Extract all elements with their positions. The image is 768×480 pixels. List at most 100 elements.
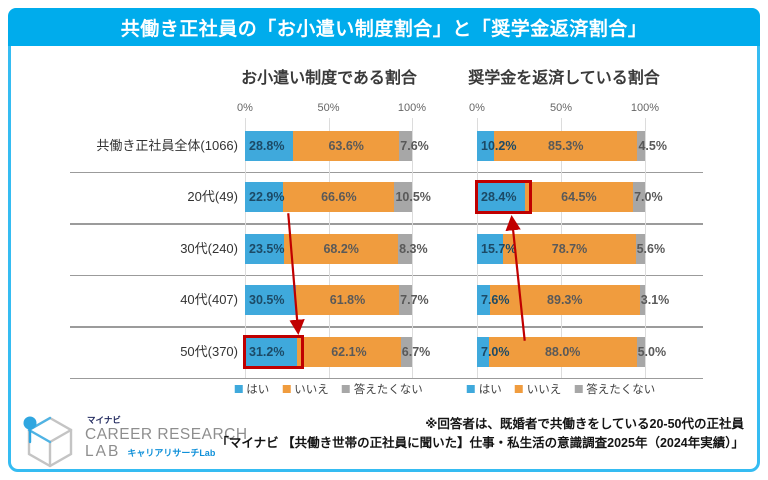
bar-segment-no — [295, 285, 400, 316]
legend-item: 答えたくない — [341, 381, 423, 397]
bar-segment-na — [399, 285, 412, 316]
bar-segment-no — [283, 182, 395, 213]
bar-value-label: 5.6% — [636, 241, 666, 256]
bar-segment-yes — [477, 285, 490, 316]
bar-segment-no — [297, 336, 401, 367]
logo-brand-small: マイナビ — [87, 415, 121, 425]
axis-tick-label: 100% — [397, 102, 427, 114]
category-label: 20代(49) — [187, 189, 238, 205]
bar-value-label: 85.3% — [548, 138, 584, 153]
bar-value-label: 23.5% — [249, 241, 285, 256]
bar-value-label: 8.3% — [399, 241, 428, 256]
category-label: 30代(240) — [180, 240, 238, 256]
bar-segment-na — [633, 182, 645, 213]
row-separator — [70, 326, 703, 328]
bar-segment-yes — [245, 182, 284, 213]
legend-item: いいえ — [514, 381, 562, 397]
left-chart-title: お小遣い制度である割合 — [241, 70, 417, 87]
source-notes: ※回答者は、既婚者で共働きをしている20-50代の正社員 「マイナビ 【共働き世… — [144, 415, 744, 452]
axis-gridline — [645, 118, 646, 378]
bar-segment-yes — [245, 336, 298, 367]
bar-value-label: 30.5% — [249, 293, 285, 308]
legend-swatch-icon — [574, 385, 583, 393]
axis-tick-label: 50% — [317, 102, 340, 114]
bar-value-label: 10.5% — [395, 190, 431, 205]
bar-value-label: 61.8% — [329, 293, 366, 308]
legend-label: いいえ — [526, 384, 562, 396]
bar-value-label: 7.0% — [481, 344, 510, 359]
bar-segment-no — [284, 233, 399, 264]
bar-value-label: 68.2% — [323, 241, 359, 256]
bar-value-label: 7.6% — [481, 293, 510, 308]
logo-line1: CAREER RESEARCH — [85, 426, 248, 443]
bar-value-label: 63.6% — [328, 138, 364, 153]
respondent-note: ※回答者は、既婚者で共働きをしている20-50代の正社員 — [425, 417, 744, 431]
logo-text: マイナビ CAREER RESEARCH LAB キャリアリサーチLab — [85, 414, 248, 462]
legend-swatch-icon — [234, 385, 243, 393]
bar-segment-no — [494, 130, 638, 161]
logo-pin-icon — [23, 416, 37, 430]
bar-value-label: 62.1% — [331, 344, 367, 359]
legend-item: 答えたくない — [574, 381, 655, 397]
bar-value-label: 28.4% — [481, 190, 517, 205]
bar-value-label: 4.5% — [638, 138, 667, 153]
bar-value-label: 6.7% — [401, 344, 431, 359]
row-separator — [70, 223, 703, 225]
bar-value-label: 28.8% — [249, 138, 285, 153]
bar-segment-na — [394, 182, 412, 213]
bar-segment-na — [398, 233, 412, 264]
category-label: 共働き正社員全体(1066) — [96, 137, 238, 153]
bar-segment-no — [524, 182, 634, 213]
bar-segment-na — [636, 336, 645, 367]
bar-segment-yes — [477, 233, 504, 264]
bar-value-label: 64.5% — [561, 190, 597, 205]
row-separator — [70, 274, 703, 276]
legend-swatch-icon — [341, 385, 350, 393]
bar-value-label: 10.2% — [481, 138, 517, 153]
axis-tick-label: 100% — [630, 102, 660, 114]
bar-value-label: 88.0% — [544, 344, 581, 359]
bar-segment-na — [637, 130, 645, 161]
bar-value-label: 7.7% — [400, 293, 429, 308]
page-title: 共働き正社員の「お小遣い制度割合」と「奨学金返済割合」 — [120, 18, 648, 40]
legend-swatch-icon — [514, 385, 523, 393]
chart-legend: はい いいえ 答えたくない — [466, 381, 655, 397]
logo-line2: LAB キャリアリサーチLab — [85, 443, 248, 462]
legend-label: いいえ — [294, 384, 329, 396]
logo-subtitle: キャリアリサーチLab — [127, 448, 216, 458]
bar-segment-yes — [477, 130, 495, 161]
highlight-box — [475, 180, 532, 215]
bar-segment-yes — [245, 233, 285, 264]
survey-source-note: 「マイナビ 【共働き世帯の正社員に聞いた】仕事・私生活の意識調査2025年（20… — [216, 435, 744, 450]
bar-value-label: 22.9% — [249, 190, 285, 205]
axis-tick-label: 0% — [469, 102, 485, 114]
chart-legend: はい いいえ 答えたくない — [234, 381, 423, 397]
bar-value-label: 89.3% — [547, 293, 583, 308]
row-separator — [70, 377, 703, 379]
bar-segment-yes — [245, 130, 294, 161]
legend-item: はい — [234, 381, 269, 397]
highlight-box — [243, 334, 305, 369]
right-chart-title: 奨学金を返済している割合 — [468, 70, 660, 87]
legend-swatch-icon — [466, 385, 475, 393]
logo-lab: LAB — [85, 443, 121, 460]
bar-segment-na — [639, 285, 645, 316]
axis-tick-label: 50% — [549, 102, 573, 114]
logo-cube-icon — [23, 416, 73, 468]
axis-gridline — [412, 118, 413, 378]
legend-label: 答えたくない — [586, 384, 656, 396]
bar-value-label: 66.6% — [321, 190, 357, 205]
bar-segment-na — [400, 336, 412, 367]
bar-segment-yes — [477, 336, 489, 367]
legend-swatch-icon — [282, 385, 291, 393]
legend-label: 答えたくない — [353, 384, 423, 396]
header-banner: 共働き正社員の「お小遣い制度割合」と「奨学金返済割合」 — [8, 8, 760, 46]
bar-value-label: 31.2% — [249, 344, 285, 359]
bar-segment-na — [399, 130, 412, 161]
bar-value-label: 78.7% — [551, 241, 588, 256]
bar-value-label: 15.7% — [481, 241, 517, 256]
bar-value-label: 5.0% — [637, 344, 667, 359]
category-label: 50代(370) — [180, 343, 238, 359]
bar-segment-no — [293, 130, 400, 161]
